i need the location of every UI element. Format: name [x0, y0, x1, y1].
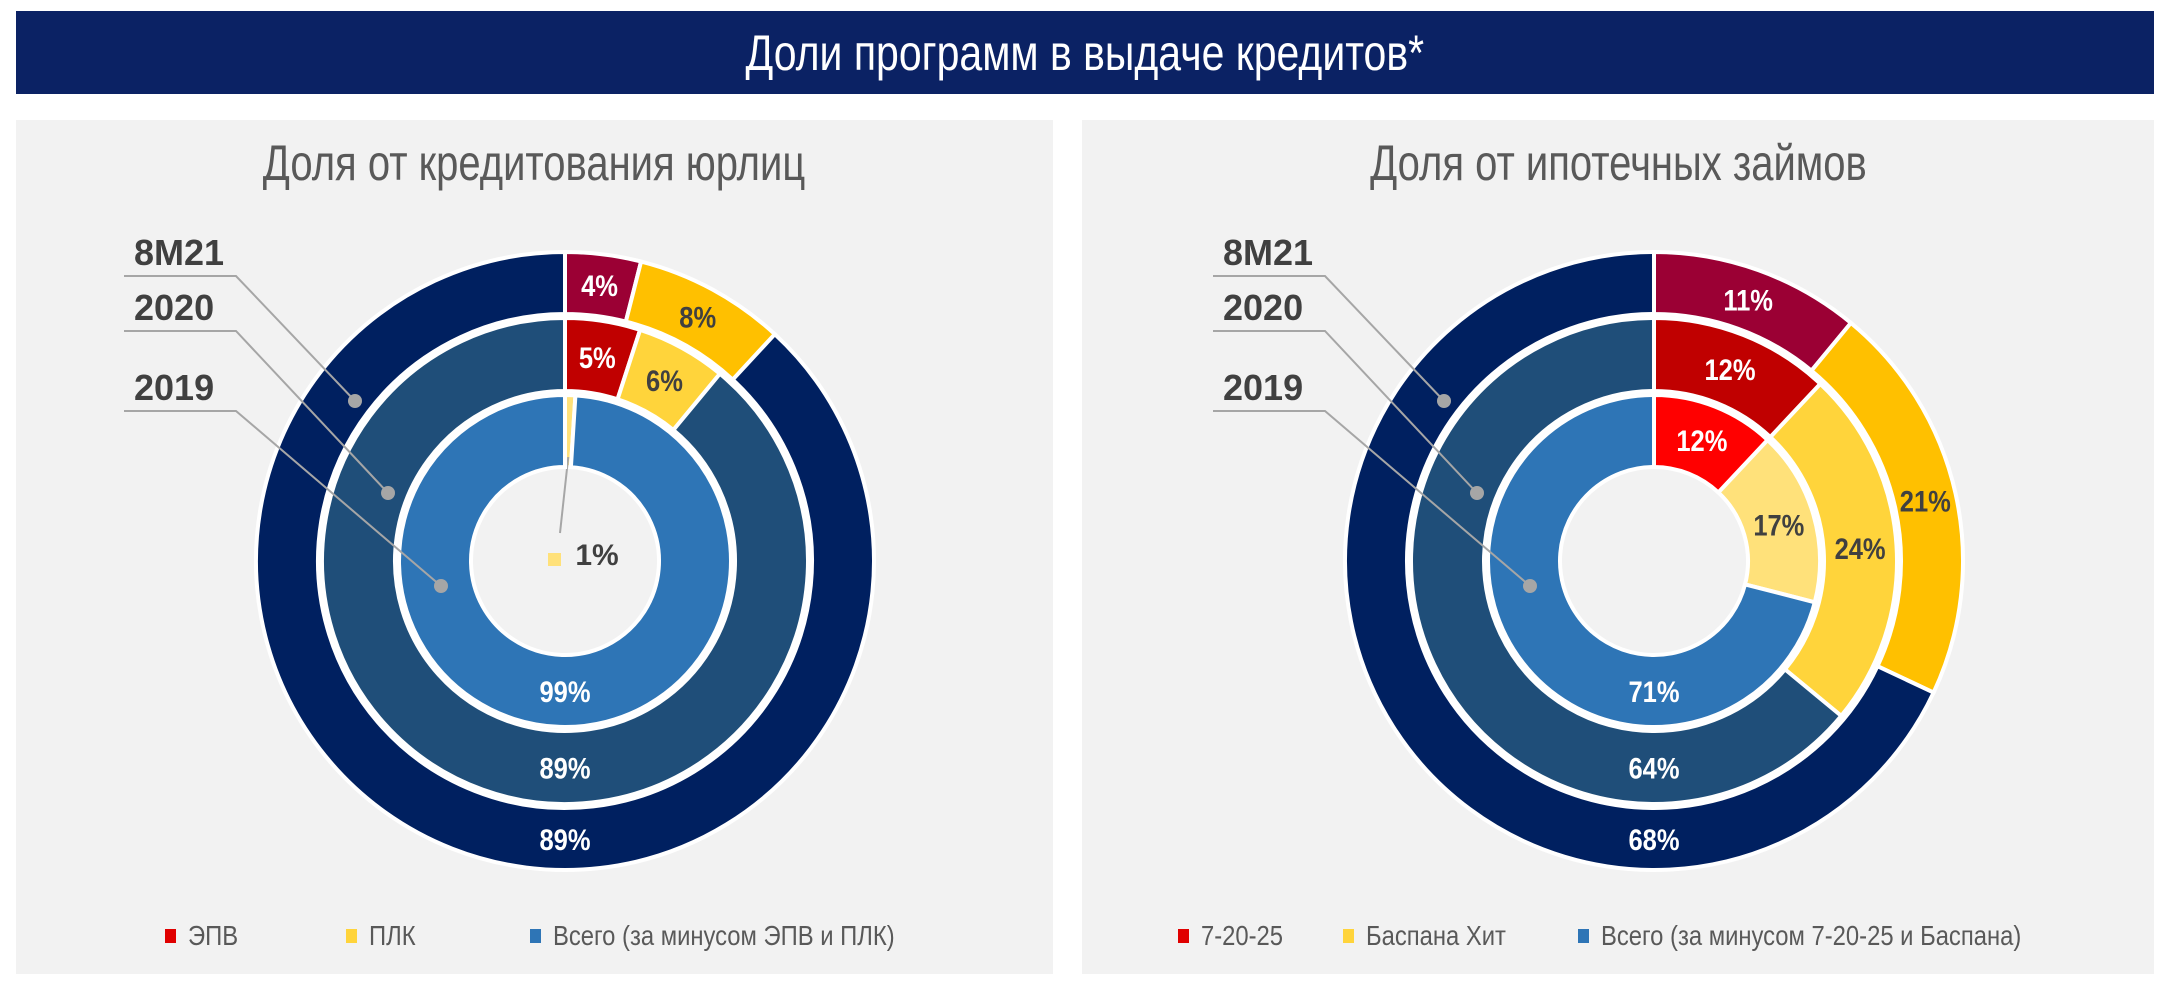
- data-label: 5%: [579, 341, 616, 374]
- ring-label-8M21: 8M21: [134, 232, 224, 273]
- chart-title: Доля от кредитования юрлиц: [263, 135, 806, 191]
- donut-slice-8M21-3: [254, 249, 876, 872]
- data-label: 12%: [1676, 424, 1727, 457]
- ring-leader-line: [1213, 410, 1531, 587]
- ring-label-2020: 2020: [134, 287, 214, 328]
- data-label: 6%: [646, 364, 683, 397]
- data-label: 89%: [539, 823, 590, 856]
- ring-leader-line: [124, 275, 356, 402]
- ring-label-8M21: 8M21: [1223, 232, 1313, 273]
- chart-panel-mortgage: Доля от ипотечных займов 11% 21% 68% 12% 24%…: [1082, 120, 2154, 974]
- donut-chart-mortgage: 11% 21% 68% 12% 24% 64% 12% 17% 71% 8M21 2020 2019: [1213, 232, 1965, 872]
- ring-leader-dot: [1437, 394, 1451, 408]
- legend-swatch: [346, 929, 357, 943]
- ring-leader-dot: [1523, 579, 1537, 593]
- donut-slice-2020-3: [320, 315, 810, 806]
- ring-leader-line: [1213, 330, 1478, 494]
- data-label: 68%: [1628, 823, 1679, 856]
- data-label: 4%: [581, 269, 618, 302]
- ring-leader-line: [1213, 275, 1445, 402]
- legend-item: Всего (за минусом ЭПВ и ПЛК): [530, 920, 955, 952]
- data-label: 64%: [1628, 752, 1679, 785]
- donut-slice-8M21-3: [1343, 249, 1937, 872]
- legend: ЭПВ ПЛК Всего (за минусом ЭПВ и ПЛК): [16, 920, 1053, 960]
- ring-leader-line: [124, 410, 442, 587]
- data-label: 21%: [1900, 484, 1951, 517]
- ring-leader-dot: [381, 486, 395, 500]
- legend-item: 7-20-25: [1178, 920, 1298, 952]
- ring-leader-line: [124, 330, 389, 494]
- data-label: 12%: [1705, 353, 1756, 386]
- data-label: 17%: [1753, 509, 1804, 542]
- legend: 7-20-25 Баспана Хит Всего (за минусом 7-…: [1082, 920, 2154, 960]
- small-slice-marker: [548, 553, 561, 566]
- legend-swatch: [165, 929, 176, 943]
- data-label: 71%: [1628, 675, 1679, 708]
- donut-slice-2019-3: [1486, 392, 1818, 729]
- legend-item: ПЛК: [346, 920, 424, 952]
- page-title: Доли программ в выдаче кредитов*: [745, 24, 1425, 81]
- donut-slice-2019-3: [397, 392, 733, 729]
- donut-slice-2020-3: [1409, 315, 1845, 806]
- legend-swatch: [1578, 929, 1589, 943]
- data-label: 11%: [1723, 283, 1773, 316]
- header-banner: Доли программ в выдаче кредитов*: [16, 11, 2154, 94]
- ring-leader-dot: [434, 579, 448, 593]
- donut-chart-corporate: 4% 8% 89% 5% 6% 89% 1% 99% 8M21 2020 2019: [124, 232, 876, 872]
- legend-swatch: [530, 929, 541, 943]
- ring-leader-dot: [1470, 486, 1484, 500]
- ring-label-2019: 2019: [134, 367, 214, 408]
- data-label: 24%: [1835, 532, 1886, 565]
- ring-label-2019: 2019: [1223, 367, 1303, 408]
- ring-label-2020: 2020: [1223, 287, 1303, 328]
- leader-line: [559, 456, 570, 534]
- legend-swatch: [1343, 929, 1354, 943]
- ring-leader-dot: [348, 394, 362, 408]
- data-label: 8%: [679, 301, 716, 334]
- donut-slice-2020-2: [1767, 381, 1899, 719]
- data-label: 1%: [575, 539, 618, 572]
- legend-item: Баспана Хит: [1343, 920, 1531, 952]
- chart-title: Доля от ипотечных займов: [1369, 135, 1867, 191]
- data-label: 99%: [539, 675, 590, 708]
- legend-swatch: [1178, 929, 1189, 943]
- legend-item: ЭПВ: [165, 920, 247, 952]
- legend-item: Всего (за минусом 7-20-25 и Баспана): [1578, 920, 2095, 952]
- chart-panel-corporate: Доля от кредитования юрлиц 4% 8% 89% 5% 6% 89…: [16, 120, 1053, 974]
- data-label: 89%: [539, 752, 590, 785]
